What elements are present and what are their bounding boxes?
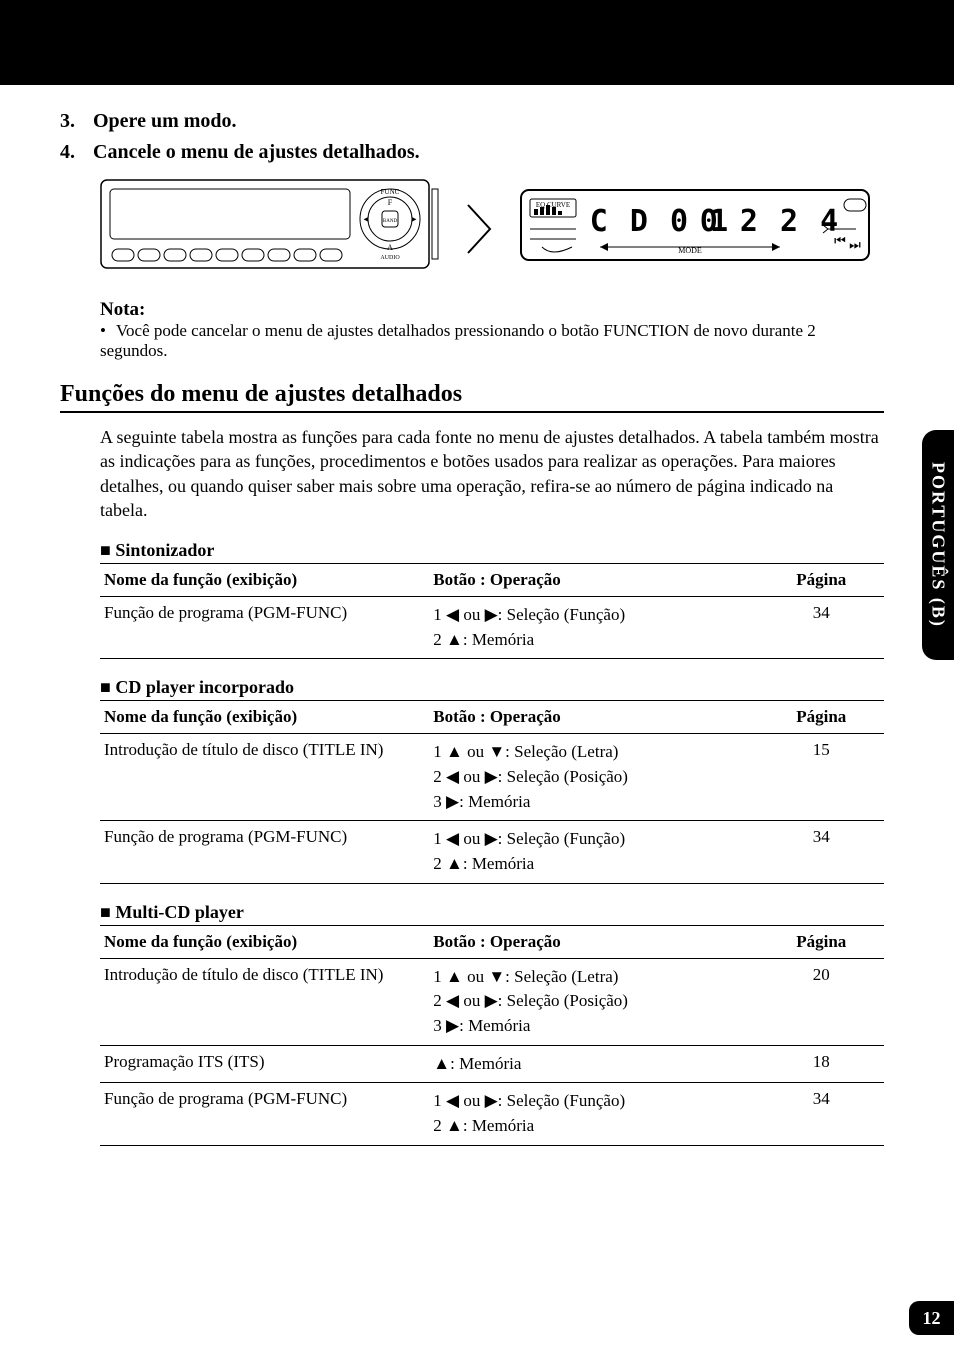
th-op: Botão : Operação bbox=[429, 925, 758, 958]
operation-line: 1 ◀ ou ▶: Seleção (Função) bbox=[433, 1089, 754, 1114]
cell-function-name: Introdução de título de disco (TITLE IN) bbox=[100, 734, 429, 821]
th-op: Botão : Operação bbox=[429, 701, 758, 734]
th-page: Página bbox=[759, 564, 884, 597]
cell-operation: ▲: Memória bbox=[429, 1045, 758, 1083]
note-body: Você pode cancelar o menu de ajustes det… bbox=[100, 321, 816, 360]
lcd-display-illustration: EQ CURVE C D 0 1 0 2 2 4 MODE bbox=[520, 189, 870, 269]
cell-operation: 1 ◀ ou ▶: Seleção (Função)2 ▲: Memória bbox=[429, 1083, 758, 1145]
table-sintonizador: Nome da função (exibição) Botão : Operaç… bbox=[100, 563, 884, 659]
time-text: 0 2 2 4 bbox=[700, 204, 840, 239]
table-multicd: Nome da função (exibição) Botão : Operaç… bbox=[100, 925, 884, 1146]
step-3: 3. Opere um modo. bbox=[60, 110, 884, 133]
step-3-num: 3. bbox=[60, 110, 88, 133]
svg-text:⏭: ⏭ bbox=[849, 237, 861, 252]
operation-line: ▲: Memória bbox=[433, 1052, 754, 1077]
cell-function-name: Programação ITS (ITS) bbox=[100, 1045, 429, 1083]
th-op: Botão : Operação bbox=[429, 564, 758, 597]
table-row: Programação ITS (ITS)▲: Memória18 bbox=[100, 1045, 884, 1083]
step-4-text: Cancele o menu de ajustes detalhados. bbox=[93, 141, 420, 163]
subheading-cdplayer: ■ CD player incorporado bbox=[100, 677, 884, 698]
section-heading: Funções do menu de ajustes detalhados bbox=[60, 381, 884, 413]
page-wrapper: 3. Opere um modo. 4. Cancele o menu de a… bbox=[0, 0, 954, 1355]
subheading-sintonizador: ■ Sintonizador bbox=[100, 540, 884, 561]
step-4: 4. Cancele o menu de ajustes detalhados. bbox=[60, 141, 884, 164]
operation-line: 1 ▲ ou ▼: Seleção (Letra) bbox=[433, 740, 754, 765]
side-tab-label: PORTUGUÊS (B) bbox=[928, 462, 949, 628]
svg-text:◂: ◂ bbox=[363, 214, 368, 225]
svg-text:⏮: ⏮ bbox=[834, 233, 846, 248]
page-content: 3. Opere um modo. 4. Cancele o menu de a… bbox=[0, 85, 954, 1146]
top-black-band bbox=[0, 0, 954, 85]
table-row: Função de programa (PGM-FUNC)1 ◀ ou ▶: S… bbox=[100, 597, 884, 659]
svg-text:FUNC: FUNC bbox=[381, 188, 400, 196]
table-row: Função de programa (PGM-FUNC)1 ◀ ou ▶: S… bbox=[100, 821, 884, 883]
th-page: Página bbox=[759, 925, 884, 958]
svg-text:▸: ▸ bbox=[411, 214, 416, 225]
operation-line: 2 ▲: Memória bbox=[433, 852, 754, 877]
tbody-sintonizador: Função de programa (PGM-FUNC)1 ◀ ou ▶: S… bbox=[100, 597, 884, 659]
page-number-tab: 12 bbox=[909, 1301, 954, 1335]
th-name: Nome da função (exibição) bbox=[100, 925, 429, 958]
cell-page: 18 bbox=[759, 1045, 884, 1083]
operation-line: 2 ◀ ou ▶: Seleção (Posição) bbox=[433, 989, 754, 1014]
cell-function-name: Função de programa (PGM-FUNC) bbox=[100, 597, 429, 659]
cell-operation: 1 ▲ ou ▼: Seleção (Letra)2 ◀ ou ▶: Seleç… bbox=[429, 958, 758, 1045]
table-header-row: Nome da função (exibição) Botão : Operaç… bbox=[100, 564, 884, 597]
cell-page: 15 bbox=[759, 734, 884, 821]
operation-line: 2 ▲: Memória bbox=[433, 1114, 754, 1139]
table-header-row: Nome da função (exibição) Botão : Operaç… bbox=[100, 701, 884, 734]
operation-line: 1 ▲ ou ▼: Seleção (Letra) bbox=[433, 965, 754, 990]
operation-line: 2 ◀ ou ▶: Seleção (Posição) bbox=[433, 765, 754, 790]
diagram-row: FUNC F A AUDIO ◂ ▸ BAND EQ CURVE bbox=[100, 179, 884, 279]
stereo-panel-illustration: FUNC F A AUDIO ◂ ▸ BAND bbox=[100, 179, 440, 279]
language-side-tab: PORTUGUÊS (B) bbox=[922, 430, 954, 660]
svg-text:A: A bbox=[387, 243, 393, 252]
arrow-outline-right-icon bbox=[460, 199, 500, 259]
operation-line: 1 ◀ ou ▶: Seleção (Função) bbox=[433, 827, 754, 852]
cell-function-name: Função de programa (PGM-FUNC) bbox=[100, 821, 429, 883]
table-row: Introdução de título de disco (TITLE IN)… bbox=[100, 958, 884, 1045]
cell-function-name: Introdução de título de disco (TITLE IN) bbox=[100, 958, 429, 1045]
operation-line: 1 ◀ ou ▶: Seleção (Função) bbox=[433, 603, 754, 628]
th-name: Nome da função (exibição) bbox=[100, 564, 429, 597]
bullet-icon: • bbox=[100, 321, 112, 341]
operation-line: 3 ▶: Memória bbox=[433, 1014, 754, 1039]
step-4-num: 4. bbox=[60, 141, 88, 164]
page-number: 12 bbox=[923, 1308, 941, 1329]
cell-operation: 1 ◀ ou ▶: Seleção (Função)2 ▲: Memória bbox=[429, 597, 758, 659]
tbody-multicd: Introdução de título de disco (TITLE IN)… bbox=[100, 958, 884, 1145]
step-3-text: Opere um modo. bbox=[93, 110, 237, 132]
cell-function-name: Função de programa (PGM-FUNC) bbox=[100, 1083, 429, 1145]
table-cdplayer: Nome da função (exibição) Botão : Operaç… bbox=[100, 700, 884, 883]
tbody-cdplayer: Introdução de título de disco (TITLE IN)… bbox=[100, 734, 884, 883]
note-label: Nota: bbox=[100, 299, 884, 321]
svg-text:F: F bbox=[388, 198, 393, 207]
subheading-multicd: ■ Multi-CD player bbox=[100, 902, 884, 923]
svg-text:BAND: BAND bbox=[383, 219, 398, 224]
cell-page: 34 bbox=[759, 597, 884, 659]
th-page: Página bbox=[759, 701, 884, 734]
table-row: Função de programa (PGM-FUNC)1 ◀ ou ▶: S… bbox=[100, 1083, 884, 1145]
cell-page: 34 bbox=[759, 1083, 884, 1145]
th-name: Nome da função (exibição) bbox=[100, 701, 429, 734]
cell-operation: 1 ▲ ou ▼: Seleção (Letra)2 ◀ ou ▶: Seleç… bbox=[429, 734, 758, 821]
operation-line: 2 ▲: Memória bbox=[433, 628, 754, 653]
note-text: • Você pode cancelar o menu de ajustes d… bbox=[100, 321, 884, 361]
operation-line: 3 ▶: Memória bbox=[433, 790, 754, 815]
table-header-row: Nome da função (exibição) Botão : Operaç… bbox=[100, 925, 884, 958]
cell-page: 34 bbox=[759, 821, 884, 883]
note-block: Nota: • Você pode cancelar o menu de aju… bbox=[100, 299, 884, 361]
cell-operation: 1 ◀ ou ▶: Seleção (Função)2 ▲: Memória bbox=[429, 821, 758, 883]
section-intro: A seguinte tabela mostra as funções para… bbox=[100, 425, 884, 522]
table-row: Introdução de título de disco (TITLE IN)… bbox=[100, 734, 884, 821]
mode-label: MODE bbox=[678, 246, 702, 255]
svg-text:AUDIO: AUDIO bbox=[380, 255, 400, 261]
cell-page: 20 bbox=[759, 958, 884, 1045]
